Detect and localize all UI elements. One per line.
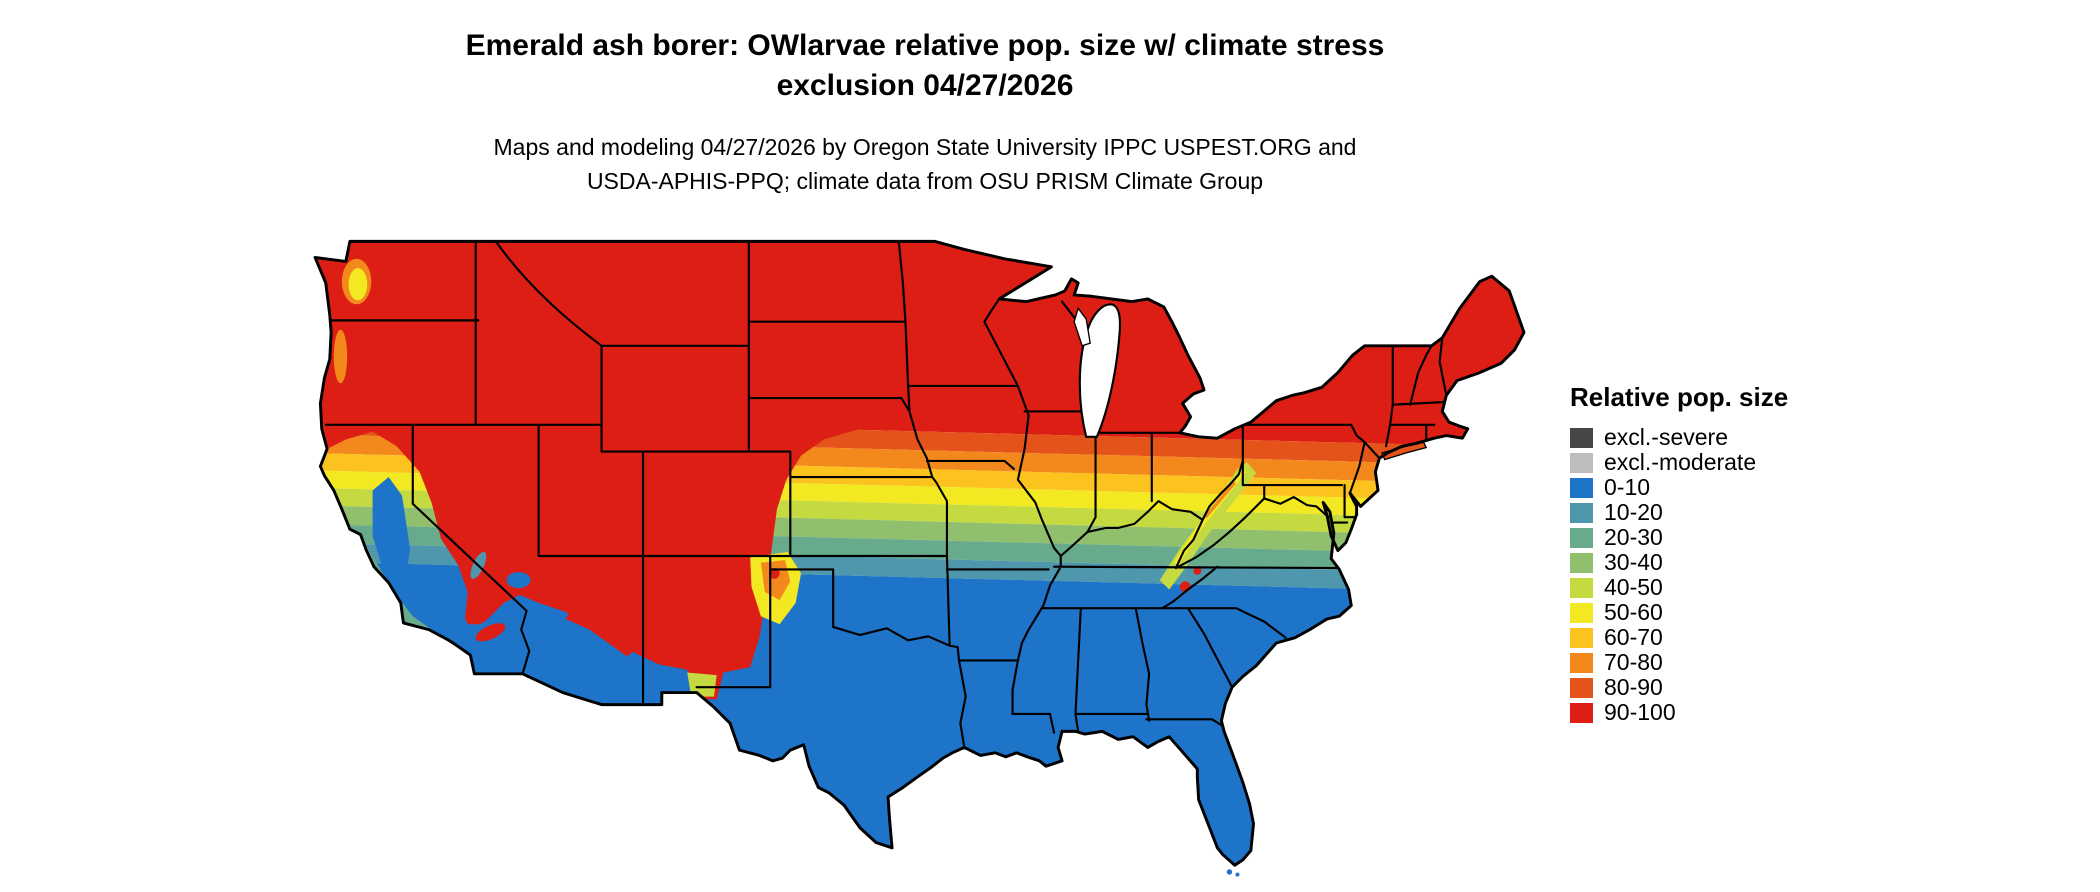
legend-item-label: 70-80 [1604, 649, 1663, 675]
us-choropleth-map [313, 239, 1526, 877]
southern-nm-green-patch [687, 672, 717, 697]
legend-item: 70-80 [1570, 650, 1870, 675]
legend-item: excl.-moderate [1570, 450, 1870, 475]
header: Emerald ash borer: OWlarvae relative pop… [0, 26, 1850, 198]
legend-items: excl.-severe excl.-moderate 0-10 10-20 20-30… [1570, 425, 1870, 725]
legend-swatch [1570, 577, 1593, 598]
texas-panhandle-red-spot [768, 568, 780, 579]
legend-swatch [1570, 552, 1593, 573]
socal-mountains-red [475, 623, 506, 642]
legend-item-label: 0-10 [1604, 474, 1651, 500]
willamette-orange-strip [333, 329, 348, 384]
central-valley-blue [372, 477, 411, 585]
us-outline [313, 239, 1526, 867]
puget-yellow-patch [348, 268, 368, 301]
legend-item: 40-50 [1570, 575, 1870, 600]
legend-item-label: excl.-moderate [1604, 449, 1757, 475]
legend-item: 10-20 [1570, 500, 1870, 525]
legend-item-label: 90-100 [1604, 699, 1676, 725]
legend-item: 20-30 [1570, 525, 1870, 550]
legend-item: 50-60 [1570, 600, 1870, 625]
legend-item-label: 50-60 [1604, 599, 1663, 625]
legend-item-label: 60-70 [1604, 624, 1663, 650]
legend-item: 80-90 [1570, 675, 1870, 700]
legend-swatch [1570, 652, 1593, 673]
legend-title: Relative pop. size [1570, 382, 1789, 412]
legend-item-label: 20-30 [1604, 524, 1663, 550]
legend-swatch [1570, 502, 1593, 523]
legend-swatch [1570, 427, 1593, 448]
map-container [308, 228, 1527, 884]
page-subtitle: Maps and modeling 04/27/2026 by Oregon S… [0, 130, 1850, 198]
legend-item-label: 10-20 [1604, 499, 1663, 525]
state-borders [324, 241, 1448, 749]
legend-swatch [1570, 677, 1593, 698]
appalachian-yellowgreen-streak [1159, 462, 1257, 590]
title-line-1: Emerald ash borer: OWlarvae relative pop… [465, 29, 1385, 62]
legend-swatch [1570, 702, 1593, 723]
smokies-red-spot-2 [1193, 566, 1202, 575]
legend-item: 90-100 [1570, 700, 1870, 725]
legend-item-label: 30-40 [1604, 549, 1663, 575]
florida-keys-dot-2 [1235, 872, 1240, 877]
legend-item: 60-70 [1570, 625, 1870, 650]
legend-item-label: 40-50 [1604, 574, 1663, 600]
map-fill-layers [315, 241, 1524, 866]
legend-swatch [1570, 452, 1593, 473]
appalachian-orange-line [1204, 481, 1237, 519]
legend-swatch [1570, 602, 1593, 623]
legend: Relative pop. size excl.-severe excl.-mod… [1570, 382, 1870, 725]
vegas-blue-spot [506, 572, 531, 589]
title-line-2: exclusion 04/27/2026 [776, 69, 1074, 102]
socal-desert-blue [462, 600, 646, 705]
legend-swatch [1570, 527, 1593, 548]
florida-keys-dot-1 [1226, 869, 1233, 875]
legend-item: 30-40 [1570, 550, 1870, 575]
page-title: Emerald ash borer: OWlarvae relative pop… [0, 26, 1850, 106]
legend-swatch [1570, 477, 1593, 498]
legend-item-label: 80-90 [1604, 674, 1663, 700]
legend-item: 0-10 [1570, 475, 1870, 500]
legend-item: excl.-severe [1570, 425, 1870, 450]
legend-swatch [1570, 627, 1593, 648]
legend-item-label: excl.-severe [1604, 424, 1728, 450]
mogollon-red-ridge [565, 610, 638, 657]
subtitle-line-1: Maps and modeling 04/27/2026 by Oregon S… [493, 134, 1357, 160]
subtitle-line-2: USDA-APHIS-PPQ; climate data from OSU PR… [586, 168, 1264, 194]
west-red-region [315, 241, 938, 700]
green-bay [1073, 306, 1091, 347]
